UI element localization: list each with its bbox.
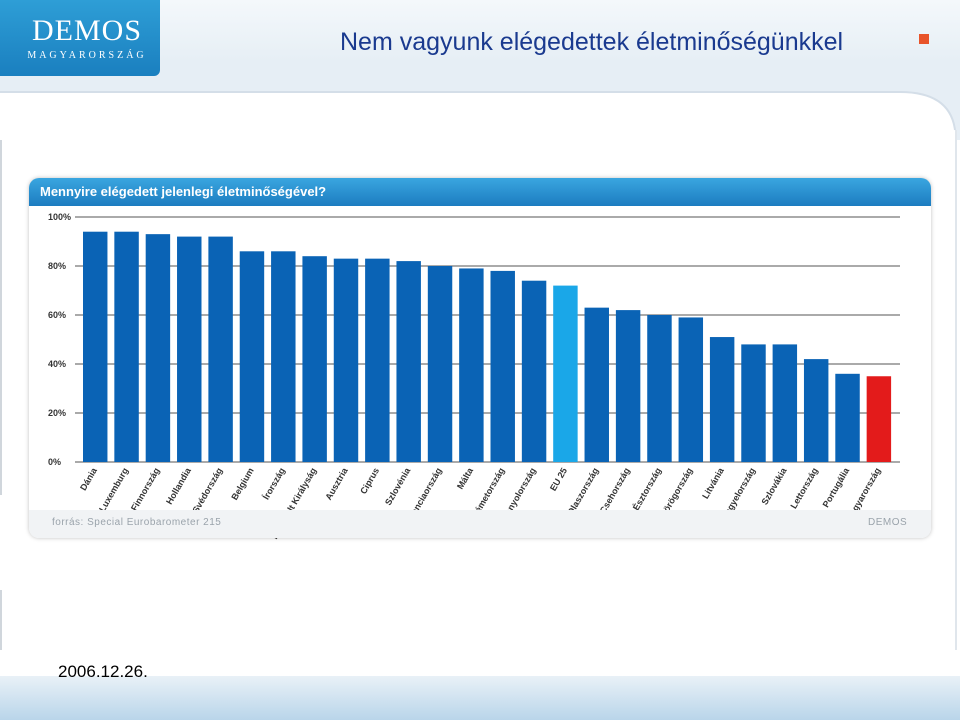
bar-24 [835,373,860,462]
x-tick-label: Hollandia [164,465,193,506]
y-tick-label: 0% [48,457,61,467]
bar-16 [584,307,609,462]
bar-18 [647,315,672,462]
bar-25 [866,376,892,462]
logo-wordmark: DEMOS [31,14,142,47]
chart-footer-brand: DEMOS [868,517,908,528]
bar-7 [302,256,327,462]
frame-line-right [955,130,957,650]
chart-footer-bar [29,510,931,538]
bar-21 [741,344,766,462]
footer-band [0,676,960,720]
bar-0 [83,231,108,462]
bar-22 [772,344,798,462]
bar-1 [114,231,139,462]
frame-line-left [0,140,2,495]
frame-line-left-lower [0,590,2,650]
chart-header-bar [29,178,931,206]
x-tick-label: Ausztria [323,465,350,502]
y-tick-label: 40% [48,359,66,369]
logo-subtitle: MAGYARORSZÁG [27,50,147,61]
chart-source: forrás: Special Eurobarometer 215 [52,517,222,528]
y-tick-label: 80% [48,261,66,271]
x-tick-label: Szlovákia [759,465,789,506]
x-tick-label: Szlovénia [383,465,413,507]
bar-2 [145,234,171,462]
x-tick-label: Csehország [598,466,632,515]
demos-logo [0,0,160,76]
bar-15 [553,285,578,462]
x-tick-label: Belgium [229,466,255,502]
bar-23 [803,359,829,462]
x-tick-label: Dánia [78,465,99,492]
x-tick-label: Észtország [631,466,663,512]
bar-12 [459,268,484,462]
x-tick-label: Finnország [129,466,162,513]
y-tick-label: 60% [48,310,66,320]
y-tick-label: 100% [48,212,71,222]
x-tick-label: Lettország [789,466,820,510]
bar-14 [521,280,547,462]
slide-title: Nem vagyunk elégedettek életminőségünkke… [340,28,844,56]
x-tick-label: EU 25 [548,466,569,493]
y-tick-label: 20% [48,408,66,418]
title-bullet-icon [919,34,929,44]
bar-19 [678,317,704,462]
bar-3 [177,236,202,462]
bar-11 [427,266,453,462]
x-tick-label: Litvánia [700,465,726,500]
bar-4 [208,236,233,462]
bar-13 [490,270,515,462]
bar-17 [615,310,641,462]
x-tick-label: Ciprus [358,466,381,496]
x-tick-label: Portugália [821,465,852,509]
header-curve-decoration [0,60,960,140]
x-tick-label: Málta [455,465,476,491]
x-tick-label: Luxemburg [97,466,130,513]
bar-6 [271,251,296,462]
chart-title: Mennyire elégedett jelenlegi életminőség… [40,184,327,199]
bar-9 [365,258,390,462]
bar-5 [239,251,265,462]
x-tick-label: Írország [261,466,287,501]
bar-10 [396,261,421,462]
slide-date: 2006.12.26. [58,662,148,681]
bar-8 [333,258,359,462]
x-tick-label: Svédország [190,466,224,515]
bar-20 [709,337,735,462]
